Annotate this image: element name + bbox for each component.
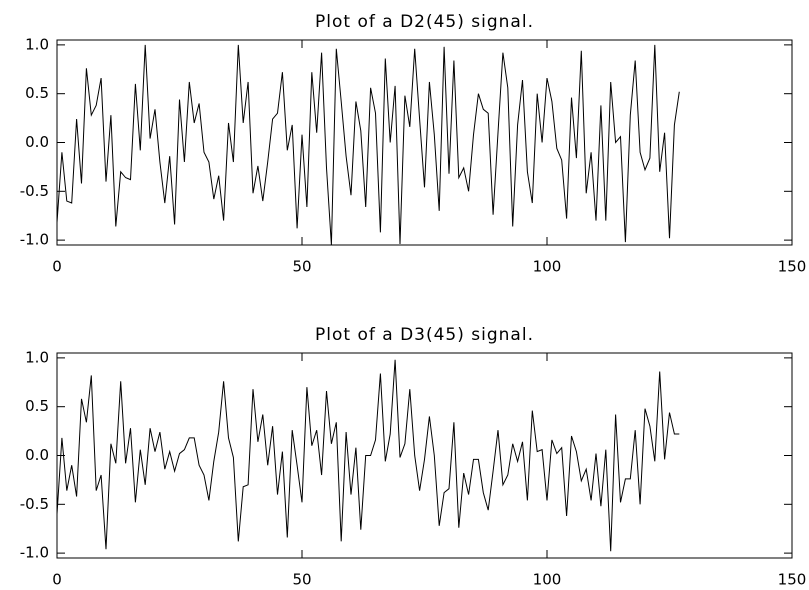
signal-line <box>56 44 680 246</box>
x-tick-label: 100 <box>533 571 562 589</box>
y-tick-label: 1.0 <box>25 35 49 53</box>
y-tick-label: 0.5 <box>25 397 49 415</box>
x-tick-label: 150 <box>778 571 807 589</box>
x-tick-label: 50 <box>292 258 311 276</box>
y-tick-label: 0.0 <box>25 133 49 151</box>
y-tick-label: -0.5 <box>20 495 49 513</box>
signal-line <box>56 359 680 552</box>
y-tick-label: -1.0 <box>20 544 49 562</box>
y-tick-label: -0.5 <box>20 182 49 200</box>
x-tick-label: 50 <box>292 571 311 589</box>
x-tick-label: 100 <box>533 258 562 276</box>
chart-title: Plot of a D3(45) signal. <box>315 325 534 345</box>
y-tick-label: -1.0 <box>20 231 49 249</box>
chart-title: Plot of a D2(45) signal. <box>315 12 534 32</box>
x-tick-label: 0 <box>52 258 62 276</box>
y-tick-label: 0.0 <box>25 446 49 464</box>
plot-frame <box>56 39 793 246</box>
x-tick-label: 150 <box>778 258 807 276</box>
y-tick-label: 1.0 <box>25 348 49 366</box>
y-tick-label: 0.5 <box>25 84 49 102</box>
x-tick-label: 0 <box>52 571 62 589</box>
